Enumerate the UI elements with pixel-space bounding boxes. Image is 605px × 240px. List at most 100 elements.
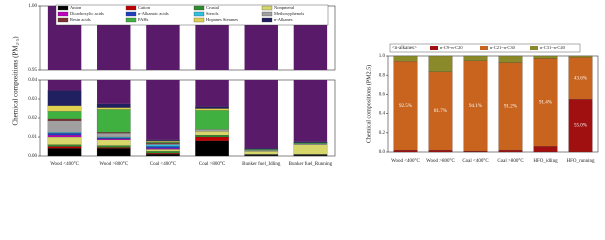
x-tick-label: Coal <400°C	[462, 159, 489, 164]
bar-segment	[293, 154, 328, 157]
bar-segment	[293, 142, 328, 144]
bar-segment	[47, 105, 82, 112]
remainder	[195, 80, 229, 107]
legend-label: Cation	[138, 5, 151, 10]
bar-segment	[195, 108, 229, 111]
legend-label: Hopanes Steranes	[206, 17, 238, 22]
bar-segment	[47, 144, 82, 147]
bar-segment	[293, 141, 328, 143]
bar-segment	[47, 118, 82, 121]
bar-segment	[195, 110, 229, 130]
bar-segment	[146, 149, 180, 152]
x-tick-label: Coal <400°C	[150, 162, 177, 167]
y-tick-label: 0.0	[379, 150, 386, 155]
bar-segment	[244, 149, 279, 151]
bar-segment	[533, 146, 558, 153]
bar-segment	[96, 145, 131, 148]
bar-segment	[146, 151, 180, 154]
legend-label: Dicarboxylic acids	[70, 11, 104, 16]
x-tick-label: Coal >800°C	[497, 159, 524, 164]
y-tick-label: 0.01	[28, 135, 37, 140]
bar-segment	[146, 144, 180, 147]
bar-segment	[293, 143, 328, 145]
data-label: 91.2%	[504, 104, 517, 109]
legend-label: Resin acids	[70, 17, 91, 22]
legend-swatch	[530, 46, 538, 50]
bar-segment	[146, 154, 180, 157]
bar-segment	[96, 147, 131, 149]
bar-segment	[146, 140, 180, 142]
data-label: 94.1%	[469, 104, 482, 109]
bar-segment	[96, 138, 131, 140]
legend-box	[55, 4, 329, 26]
bar-segment	[244, 154, 279, 157]
legend-label: Sterols	[206, 11, 219, 16]
x-tick-label: HFO_idling	[533, 159, 558, 164]
bar-segment	[498, 55, 523, 63]
y-axis-label: Chemical compositions (PM2.5)	[365, 65, 372, 143]
remainder	[47, 80, 82, 91]
x-tick-label: Wood >800°C	[426, 159, 455, 164]
bar-segment	[195, 106, 229, 109]
bar-segment	[47, 132, 82, 134]
x-tick-label: Wood <400°C	[50, 162, 79, 167]
bar-segment	[47, 146, 82, 149]
data-label: 55.0%	[574, 124, 587, 129]
bar-segment	[244, 148, 279, 150]
lower-frame	[39, 79, 336, 157]
bar-segment	[96, 103, 131, 108]
bar-segment	[195, 131, 229, 136]
legend-label: Crustal	[206, 5, 220, 10]
bar-segment	[195, 129, 229, 132]
bar-segment	[96, 139, 131, 146]
bar-segment	[96, 133, 131, 138]
bar-segment	[463, 55, 488, 61]
bar-segment	[293, 144, 328, 155]
bar-segment	[393, 149, 418, 153]
bar-segment	[393, 55, 418, 62]
legend-swatch	[261, 11, 273, 17]
legend-label: n-C9~n-C20	[440, 45, 463, 50]
x-tick-label: Coal >800°C	[199, 162, 226, 167]
data-label: 92.5%	[399, 104, 412, 109]
y-tick-label: 0.6	[379, 93, 386, 98]
y-tick-label: 0.03	[28, 97, 37, 102]
legend-swatch	[480, 46, 488, 50]
bar-segment	[463, 150, 488, 153]
legend-swatch	[193, 17, 205, 23]
bar-segment	[47, 90, 82, 106]
bar-segment	[146, 148, 180, 150]
bar-segment	[146, 153, 180, 155]
bar-segment	[96, 109, 131, 133]
bar-segment	[96, 107, 131, 110]
legend-label: Anion	[70, 5, 82, 10]
bar-segment	[533, 55, 558, 59]
legend-swatch	[57, 5, 69, 11]
y-tick-label: 0.02	[28, 116, 37, 121]
legend-swatch	[125, 11, 137, 17]
legend-label: n-C21~n-C30	[490, 45, 516, 50]
bar-segment	[47, 133, 82, 136]
y-tick-label: 1.00	[28, 4, 37, 9]
y-tick-label: 0.04	[28, 78, 37, 83]
x-tick-label: Bunker fuel_Idling	[242, 162, 281, 167]
legend-label: n-Alkanes	[274, 17, 293, 22]
bar-segment	[195, 135, 229, 138]
bar-segment	[47, 111, 82, 120]
legend-label: Methoxyphenols	[274, 11, 304, 16]
data-label: 91.4%	[539, 101, 552, 106]
legend-swatch	[261, 17, 273, 23]
legend-swatch	[261, 5, 273, 11]
legend-title: <n-alkanes>	[392, 46, 417, 51]
bar-segment	[498, 149, 523, 153]
legend-label: n-Alkanoic acids	[138, 11, 169, 16]
legend-label: Nonpmeral	[274, 5, 295, 10]
bar-segment	[96, 148, 131, 157]
bar-segment	[47, 148, 82, 157]
bar-segment	[47, 120, 82, 133]
legend-swatch	[430, 46, 438, 50]
y-tick-label: 1.0	[379, 54, 386, 59]
legend-swatch	[57, 17, 69, 23]
legend-swatch	[125, 5, 137, 11]
x-tick-label: Wood <400°C	[391, 159, 420, 164]
